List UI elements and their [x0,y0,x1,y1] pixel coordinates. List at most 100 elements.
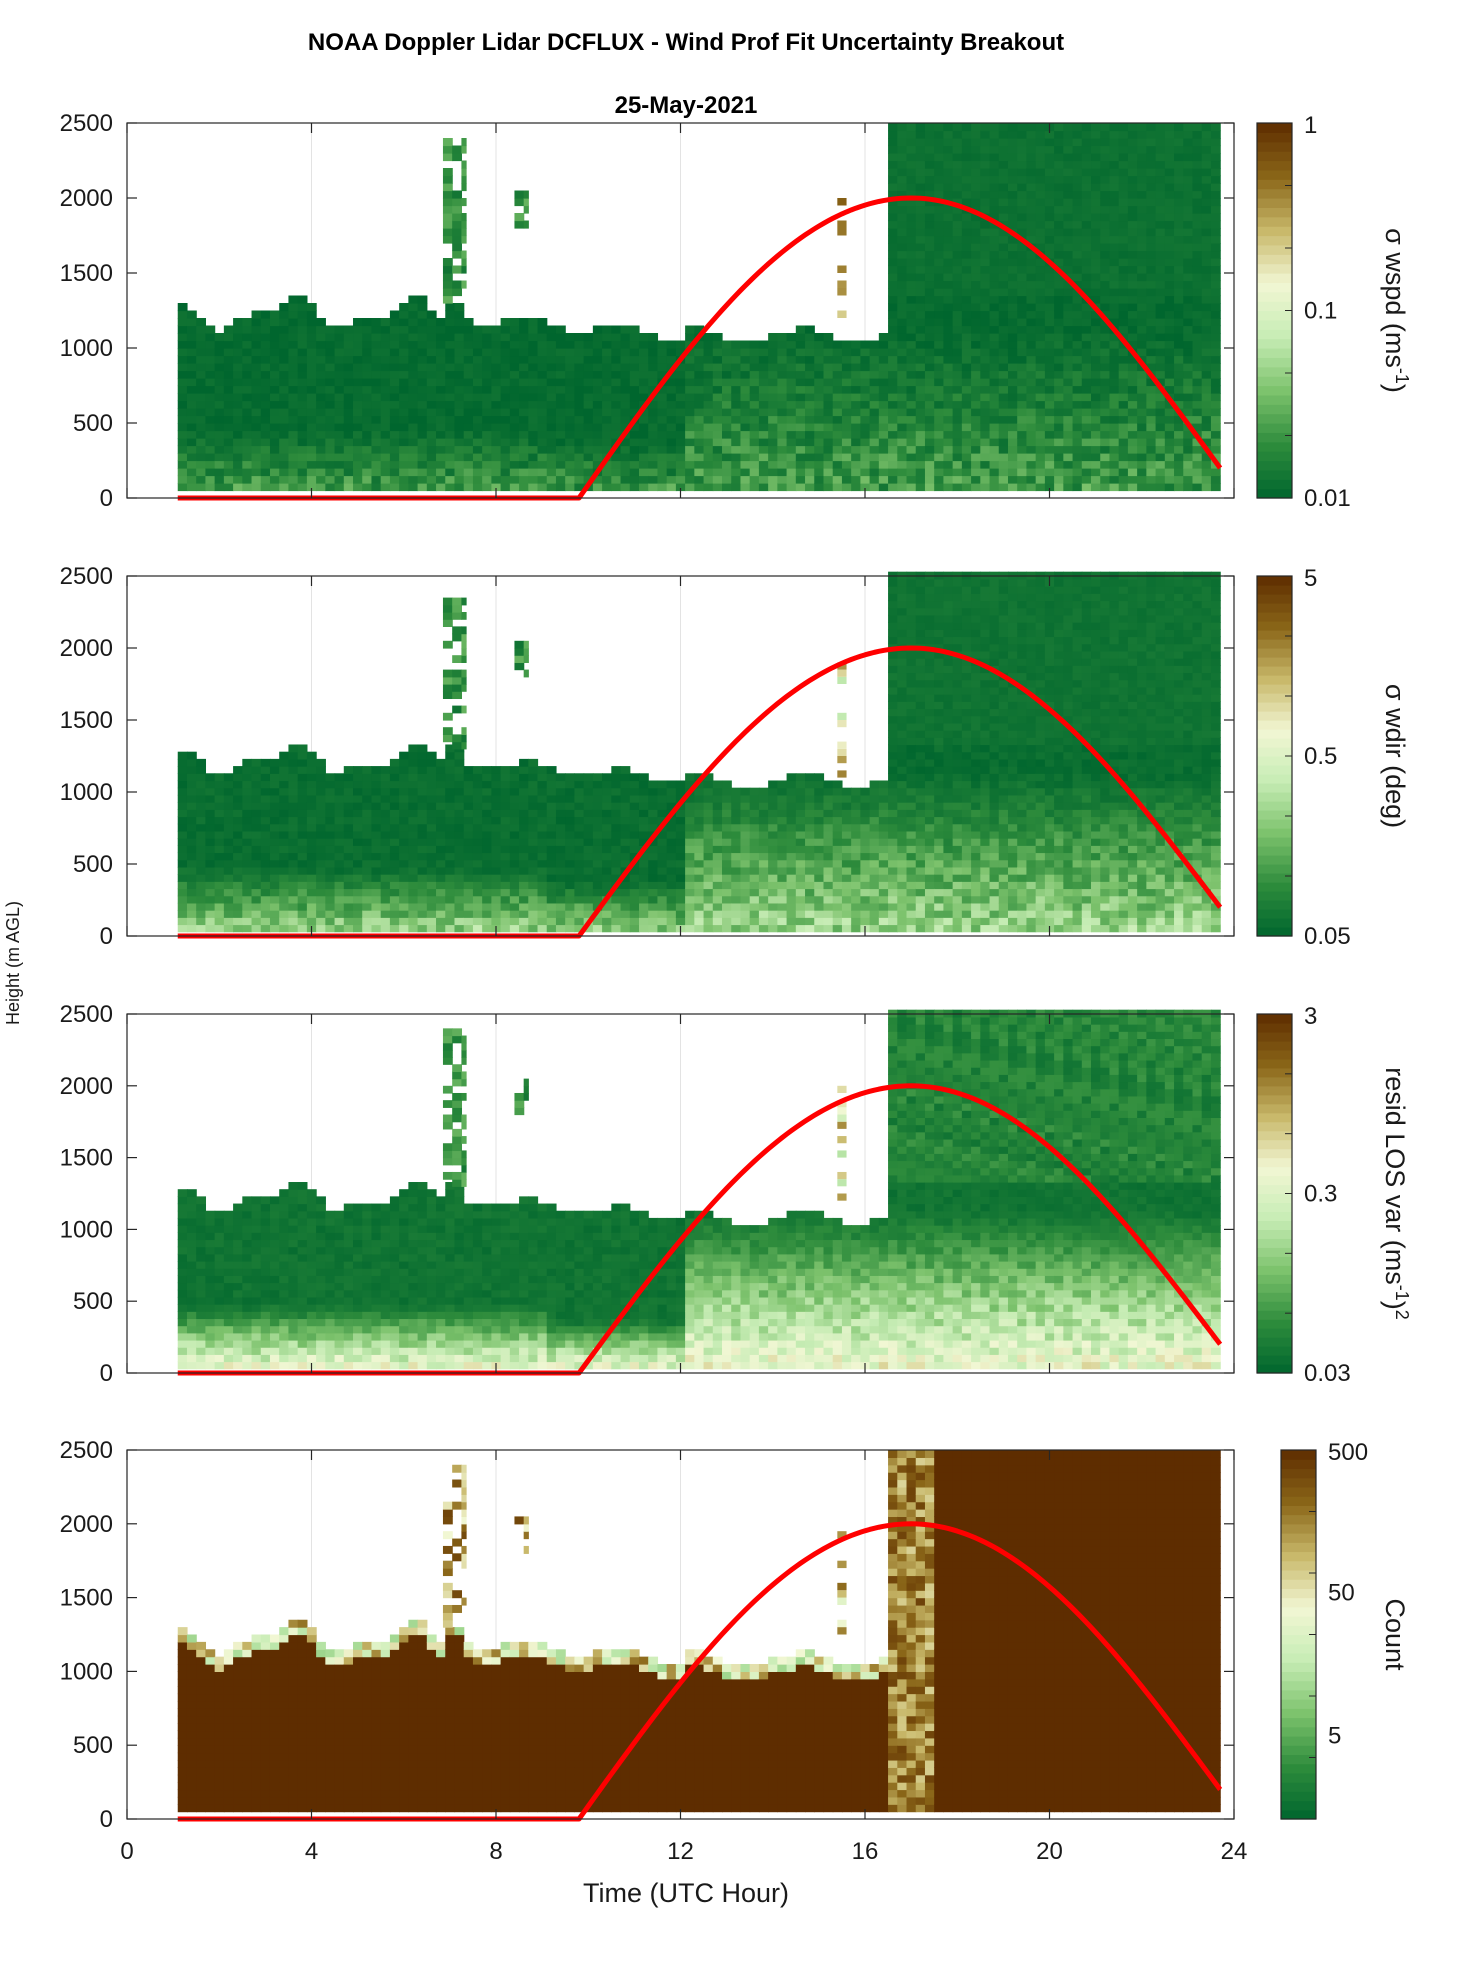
heatmap-cell [223,385,234,394]
heatmap-cell [1137,183,1147,192]
heatmap-cell [648,363,659,372]
heatmap-cell [306,445,317,454]
heatmap-cell [214,340,225,349]
heatmap-cell [611,460,622,469]
heatmap-cell [574,333,585,342]
heatmap-cell [482,385,492,394]
heatmap-cell [463,823,474,832]
heatmap-cell [749,355,760,364]
heatmap-cell [611,385,622,394]
heatmap-cell [703,423,714,432]
heatmap-cell [509,483,520,492]
heatmap-cell [915,145,926,154]
heatmap-cell [583,852,594,861]
heatmap-cell [611,809,622,818]
heatmap-cell [454,866,465,875]
heatmap-cell [1026,318,1037,327]
heatmap-cell [878,378,889,387]
heatmap-cell [1155,370,1166,379]
heatmap-cell [436,318,446,327]
heatmap-cell [1174,160,1184,169]
heatmap-cell [971,235,981,244]
heatmap-cell [1017,220,1028,229]
heatmap-cell [196,438,207,447]
heatmap-cell [814,468,825,477]
heatmap-cell [509,852,520,861]
heatmap-cell [233,318,243,327]
heatmap-cell [952,460,963,469]
heatmap-cell [1035,145,1046,154]
heatmap-cell [353,766,363,774]
heatmap-cell [1201,400,1212,409]
heatmap-cell [288,924,299,933]
heatmap-cell [869,445,880,454]
heatmap-cell [980,265,991,274]
heatmap-cell [1072,295,1083,304]
heatmap-cell [1100,250,1111,259]
heatmap-cell [934,205,945,214]
heatmap-cell [675,895,686,904]
heatmap-cell [528,809,539,818]
heatmap-cell [934,415,945,424]
heatmap-cell [528,468,539,477]
heatmap-cell [1174,280,1184,289]
heatmap-cell [1072,213,1083,222]
heatmap-cell [279,408,290,417]
heatmap-cell [888,408,898,417]
heatmap-cell [592,460,603,469]
heatmap-cell [205,438,216,447]
heatmap-cell [1155,325,1166,334]
heatmap-cell [602,483,612,492]
heatmap-cell [491,780,502,789]
heatmap-cell [445,780,456,789]
heatmap-cell [1183,355,1194,364]
heatmap-cell [1137,190,1147,199]
heatmap-cell [334,483,345,492]
heatmap-cell [316,438,326,447]
heatmap-cell [491,917,502,926]
heatmap-cell [1044,445,1055,454]
heatmap-cell [906,430,917,439]
heatmap-cell [805,385,815,394]
heatmap-cell [1174,423,1184,432]
heatmap-cell [675,852,686,861]
heatmap-cell [602,794,612,803]
heatmap-cell [989,198,1000,207]
heatmap-cell [768,453,778,462]
heatmap-cell [1054,460,1064,469]
heatmap-cell [528,852,539,861]
heatmap-cell [1192,288,1203,297]
heatmap-cell [463,385,474,394]
heatmap-cell [1063,468,1074,477]
heatmap-cell [214,453,225,462]
heatmap-cell [1146,468,1157,477]
heatmap-cell [177,787,188,796]
heatmap-cell [851,423,861,432]
heatmap-cell [943,468,954,477]
heatmap-cell [233,780,243,789]
heatmap-cell [269,838,280,846]
heatmap-cell [1007,280,1018,289]
heatmap-cell [1201,145,1212,154]
heatmap-cell [417,744,428,753]
heatmap-cell [454,758,465,767]
heatmap-cell [445,845,456,854]
heatmap-cell [353,423,363,432]
heatmap-cell [888,205,898,214]
heatmap-cell [1054,400,1064,409]
heatmap-cell [353,816,363,825]
heatmap-cell [924,385,935,394]
heatmap-cell [1155,468,1166,477]
heatmap-cell [288,475,299,484]
heatmap-cell [233,445,243,454]
heatmap-cell [675,874,686,882]
heatmap-cell [1155,355,1166,364]
heatmap-cell [472,794,483,803]
heatmap-cell [1017,295,1028,304]
heatmap-cell [454,751,465,760]
heatmap-cell [786,370,797,379]
heatmap-cell [1210,258,1221,267]
heatmap-cell [620,874,631,882]
heatmap-cell [648,866,659,875]
heatmap-cell [288,295,299,304]
